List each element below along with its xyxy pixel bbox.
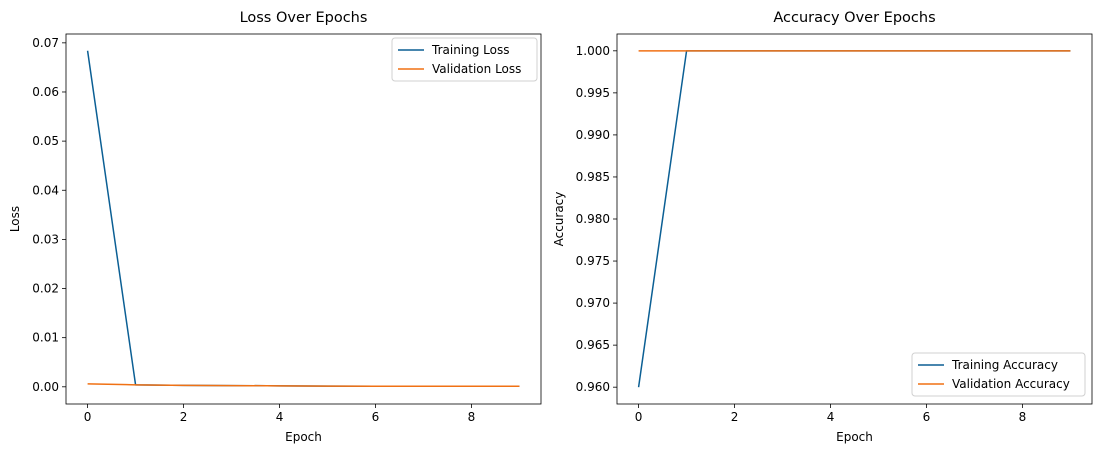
y-tick-label: 0.00: [32, 380, 59, 394]
y-tick-label: 0.01: [32, 331, 59, 345]
y-tick-label: 1.000: [576, 44, 610, 58]
y-axis-title: Accuracy: [552, 192, 566, 247]
y-tick-label: 0.965: [576, 338, 610, 352]
x-tick-label: 4: [827, 410, 835, 424]
legend-label-training: Training Loss: [431, 43, 509, 57]
axes-frame: [65, 33, 542, 405]
y-tick-label: 0.04: [32, 183, 59, 197]
x-tick-label: 4: [276, 410, 284, 424]
y-tick-label: 0.03: [32, 232, 59, 246]
y-tick-label: 0.06: [32, 85, 59, 99]
axes-frame: [616, 33, 1093, 405]
chart-title: Loss Over Epochs: [240, 10, 368, 26]
series-line-training: [86, 50, 520, 388]
y-axis-title: Loss: [8, 206, 22, 232]
y-tick-label: 0.980: [576, 212, 610, 226]
legend: Training Loss Validation Loss: [391, 37, 538, 82]
y-tick-label: 0.960: [576, 380, 610, 394]
chart-panel-loss: Loss Over Epochs 0 2 4 6 8 0.00 0.01 0.02 0.03 0.0…: [8, 10, 542, 444]
legend: Training Accuracy Validation Accuracy: [911, 352, 1086, 397]
x-tick-label: 0: [84, 410, 92, 424]
x-tick-label: 2: [731, 410, 739, 424]
chart-panel-accuracy: Accuracy Over Epochs 0 2 4 6 8 0.960 0.965 0.970…: [552, 10, 1093, 444]
x-tick-label: 6: [923, 410, 931, 424]
y-tick-label: 0.970: [576, 296, 610, 310]
y-tick-label: 0.985: [576, 170, 610, 184]
x-tick-label: 2: [180, 410, 188, 424]
legend-label-training: Training Accuracy: [951, 358, 1058, 372]
y-tick-label: 0.07: [32, 36, 59, 50]
x-tick-label: 0: [635, 410, 643, 424]
legend-label-validation: Validation Loss: [432, 62, 521, 76]
x-axis-title: Epoch: [285, 430, 322, 444]
x-axis-title: Epoch: [836, 430, 873, 444]
x-tick-label: 8: [1019, 410, 1027, 424]
chart-title: Accuracy Over Epochs: [773, 10, 935, 26]
x-tick-label: 6: [372, 410, 380, 424]
x-tick-label: 8: [468, 410, 476, 424]
y-tick-label: 0.990: [576, 128, 610, 142]
y-tick-label: 0.05: [32, 134, 59, 148]
y-tick-label: 0.975: [576, 254, 610, 268]
series-line-training: [637, 50, 1071, 388]
series-line-validation: [87, 383, 520, 388]
y-tick-label: 0.02: [32, 282, 59, 296]
legend-box: [911, 352, 1086, 397]
legend-label-validation: Validation Accuracy: [952, 377, 1070, 391]
y-tick-label: 0.995: [576, 86, 610, 100]
legend-box: [391, 37, 538, 82]
